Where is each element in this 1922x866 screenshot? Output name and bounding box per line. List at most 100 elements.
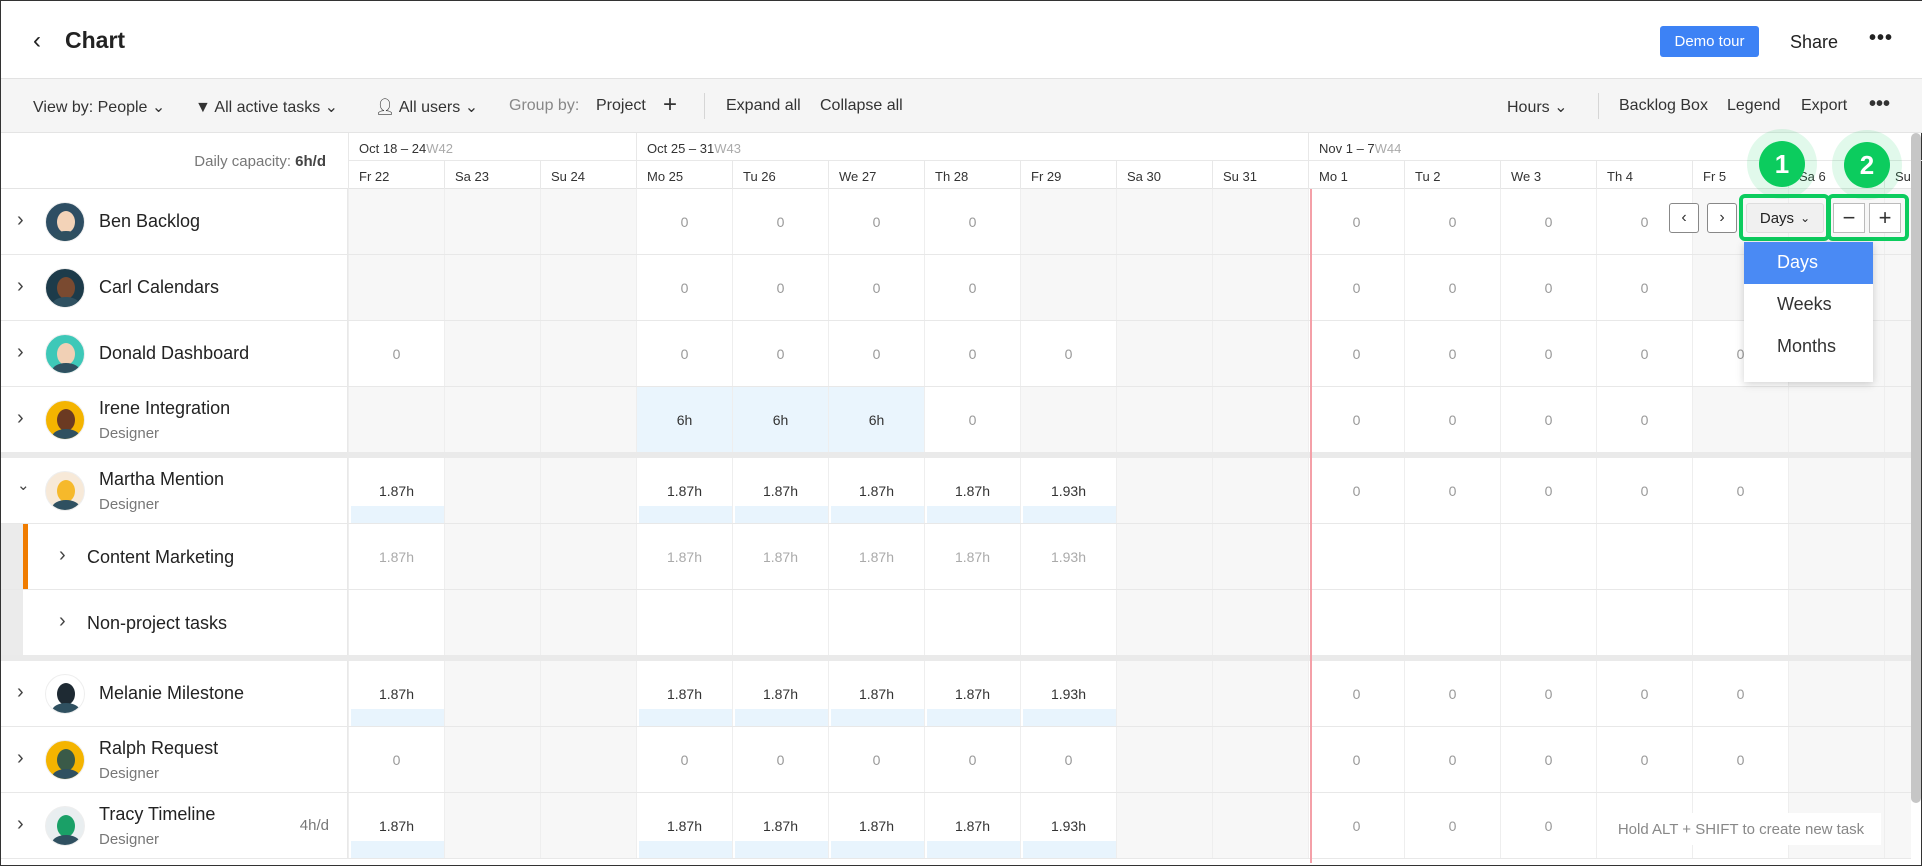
day-cell[interactable] <box>444 255 540 320</box>
vertical-scrollbar[interactable] <box>1911 133 1921 803</box>
day-cell[interactable] <box>1020 387 1116 452</box>
expand-all-button[interactable]: Expand all <box>726 97 801 114</box>
person-name[interactable]: Donald Dashboard <box>99 343 250 363</box>
menu-item-days[interactable]: Days <box>1744 242 1873 284</box>
day-cell[interactable] <box>1788 458 1884 523</box>
day-cell[interactable] <box>1788 590 1884 655</box>
day-cell[interactable]: 0 <box>1308 458 1404 523</box>
day-cell[interactable]: 0 <box>828 255 924 320</box>
day-cell[interactable] <box>1788 387 1884 452</box>
day-cell[interactable] <box>1884 727 1911 792</box>
day-cell[interactable]: 0 <box>1308 793 1404 858</box>
person-name[interactable]: Irene Integration <box>99 398 231 418</box>
day-cell[interactable]: 0 <box>1308 387 1404 452</box>
day-cell[interactable]: 0 <box>1404 661 1500 726</box>
day-cell[interactable] <box>1020 189 1116 254</box>
day-cell[interactable]: 1.93h <box>1020 793 1116 858</box>
day-cell[interactable] <box>1212 727 1308 792</box>
day-cell[interactable] <box>444 793 540 858</box>
day-cell[interactable]: 0 <box>1020 727 1116 792</box>
day-cell[interactable]: 0 <box>1596 661 1692 726</box>
day-cell[interactable]: 0 <box>636 321 732 386</box>
scale-select[interactable]: Days ⌄ <box>1746 203 1824 233</box>
day-cell[interactable] <box>1116 387 1212 452</box>
day-cell[interactable] <box>1212 189 1308 254</box>
units-dropdown[interactable]: Hours ⌄ <box>1507 97 1568 117</box>
person-name[interactable]: Melanie Milestone <box>99 683 245 703</box>
day-cell[interactable]: 0 <box>1692 458 1788 523</box>
day-cell[interactable] <box>444 387 540 452</box>
day-cell[interactable] <box>444 321 540 386</box>
next-period-button[interactable]: › <box>1707 203 1737 233</box>
day-cell[interactable] <box>540 590 636 655</box>
prev-period-button[interactable]: ‹ <box>1669 203 1699 233</box>
day-cell[interactable] <box>828 590 924 655</box>
day-cell[interactable]: 0 <box>1404 189 1500 254</box>
day-cell[interactable]: 1.87h <box>348 793 444 858</box>
day-cell[interactable]: 0 <box>1500 321 1596 386</box>
task-filter-dropdown[interactable]: ▼ All active tasks ⌄ <box>195 97 338 117</box>
day-cell[interactable] <box>1116 321 1212 386</box>
day-cell[interactable]: 1.87h <box>348 458 444 523</box>
day-cell[interactable] <box>1500 590 1596 655</box>
day-cell[interactable] <box>732 590 828 655</box>
day-cell[interactable]: 1.87h <box>828 793 924 858</box>
day-cell[interactable] <box>1308 524 1404 589</box>
project-name[interactable]: Non-project tasks <box>87 613 228 633</box>
more-horizontal-icon[interactable]: ••• <box>1869 93 1891 115</box>
day-cell[interactable]: 1.93h <box>1020 661 1116 726</box>
legend-button[interactable]: Legend <box>1727 97 1781 114</box>
day-cell[interactable]: 1.87h <box>924 661 1020 726</box>
day-cell[interactable] <box>348 590 444 655</box>
chevron-right-icon[interactable]: › <box>17 341 24 363</box>
day-cell[interactable] <box>444 524 540 589</box>
day-cell[interactable]: 0 <box>636 255 732 320</box>
day-cell[interactable] <box>1212 387 1308 452</box>
day-cell[interactable]: 0 <box>1596 387 1692 452</box>
day-cell[interactable] <box>1884 524 1911 589</box>
day-cell[interactable] <box>540 255 636 320</box>
day-cell[interactable]: 1.87h <box>924 524 1020 589</box>
day-cell[interactable]: 0 <box>828 321 924 386</box>
day-cell[interactable] <box>540 524 636 589</box>
person-name[interactable]: Ben Backlog <box>99 211 201 231</box>
day-cell[interactable] <box>1116 590 1212 655</box>
day-cell[interactable] <box>1884 321 1911 386</box>
chevron-right-icon[interactable]: › <box>59 544 66 566</box>
back-chevron-icon[interactable]: ‹ <box>33 27 41 54</box>
day-cell[interactable]: 0 <box>1692 661 1788 726</box>
person-name[interactable]: Tracy Timeline <box>99 804 216 824</box>
day-cell[interactable]: 0 <box>1404 255 1500 320</box>
day-cell[interactable]: 0 <box>1500 189 1596 254</box>
day-cell[interactable]: 0 <box>732 321 828 386</box>
day-cell[interactable]: 1.87h <box>732 458 828 523</box>
group-by-project[interactable]: Project <box>596 97 646 114</box>
day-cell[interactable] <box>348 387 444 452</box>
day-cell[interactable]: 1.87h <box>636 458 732 523</box>
day-cell[interactable] <box>1212 524 1308 589</box>
day-cell[interactable]: 0 <box>636 189 732 254</box>
day-cell[interactable]: 6h <box>636 387 732 452</box>
day-cell[interactable] <box>540 387 636 452</box>
day-cell[interactable] <box>1692 524 1788 589</box>
person-name[interactable]: Martha Mention <box>99 469 225 489</box>
day-cell[interactable]: 0 <box>348 727 444 792</box>
day-cell[interactable] <box>1212 793 1308 858</box>
add-group-plus-icon[interactable]: + <box>663 91 678 118</box>
day-cell[interactable]: 0 <box>924 189 1020 254</box>
zoom-in-button[interactable]: + <box>1869 203 1901 233</box>
person-name[interactable]: Carl Calendars <box>99 277 220 297</box>
person-name[interactable]: Ralph Request <box>99 738 219 758</box>
day-cell[interactable] <box>1404 524 1500 589</box>
day-cell[interactable] <box>1788 727 1884 792</box>
day-cell[interactable] <box>540 189 636 254</box>
more-horizontal-icon[interactable]: ••• <box>1869 27 1894 49</box>
day-cell[interactable]: 0 <box>1500 255 1596 320</box>
chevron-right-icon[interactable]: › <box>59 610 66 632</box>
day-cell[interactable] <box>1884 590 1911 655</box>
day-cell[interactable]: 0 <box>1308 255 1404 320</box>
day-cell[interactable]: 0 <box>732 189 828 254</box>
day-cell[interactable]: 0 <box>732 727 828 792</box>
day-cell[interactable]: 1.93h <box>1020 524 1116 589</box>
day-cell[interactable] <box>924 590 1020 655</box>
